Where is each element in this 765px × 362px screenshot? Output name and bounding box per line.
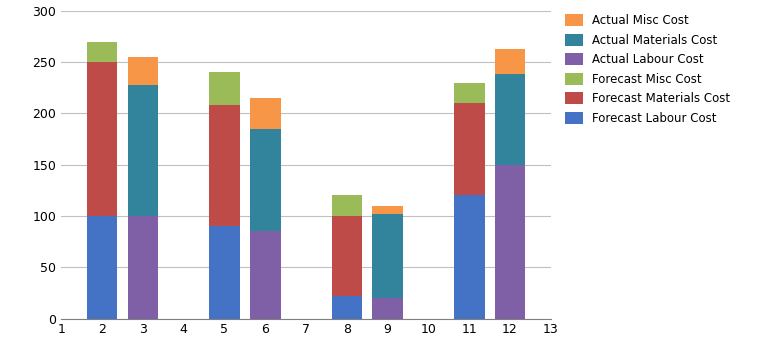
- Bar: [209, 72, 239, 105]
- Bar: [495, 75, 526, 165]
- Bar: [250, 129, 281, 231]
- Bar: [250, 98, 281, 129]
- Bar: [373, 214, 403, 298]
- Bar: [454, 195, 484, 319]
- Bar: [209, 226, 239, 319]
- Bar: [86, 216, 117, 319]
- Legend: Actual Misc Cost, Actual Materials Cost, Actual Labour Cost, Forecast Misc Cost,: Actual Misc Cost, Actual Materials Cost,…: [562, 10, 734, 129]
- Bar: [373, 298, 403, 319]
- Bar: [331, 216, 362, 296]
- Bar: [128, 85, 158, 216]
- Bar: [128, 216, 158, 319]
- Bar: [454, 103, 484, 195]
- Bar: [331, 296, 362, 319]
- Bar: [495, 165, 526, 319]
- Bar: [331, 195, 362, 216]
- Bar: [495, 49, 526, 75]
- Bar: [373, 206, 403, 214]
- Bar: [250, 231, 281, 319]
- Bar: [209, 105, 239, 226]
- Bar: [86, 42, 117, 62]
- Bar: [454, 83, 484, 103]
- Bar: [128, 57, 158, 85]
- Bar: [86, 62, 117, 216]
